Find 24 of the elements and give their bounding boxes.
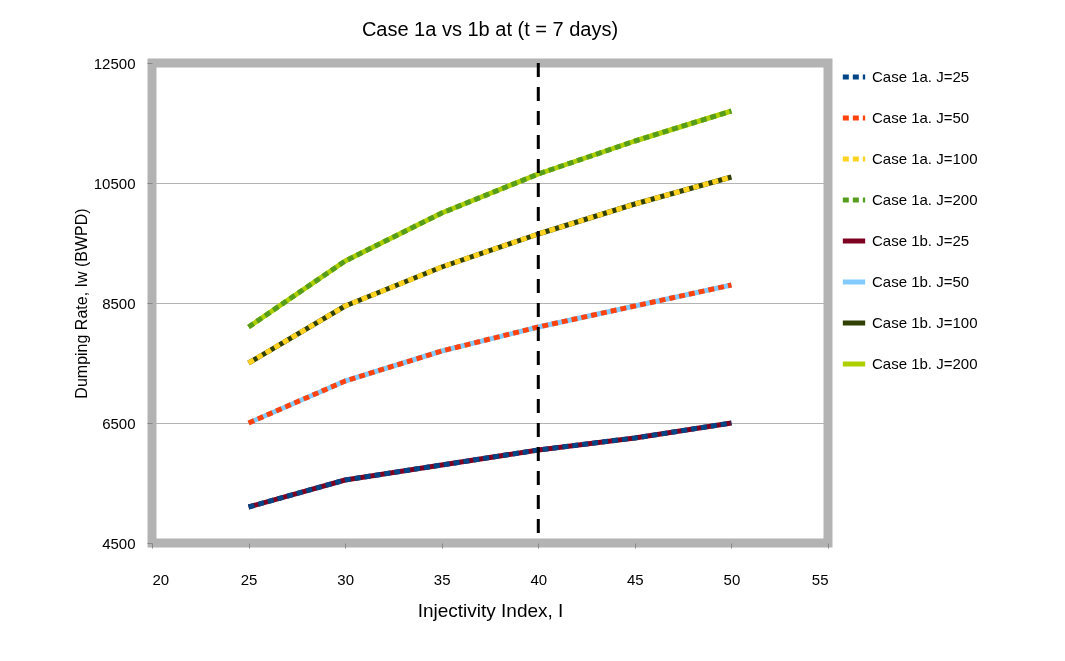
x-tick-label: 55 xyxy=(811,570,829,588)
y-tick-label: 10500 xyxy=(93,174,136,192)
x-tick-label: 45 xyxy=(627,570,644,588)
y-tick-label: 6500 xyxy=(102,414,136,432)
legend-label: Case 1a. J=50 xyxy=(872,109,970,126)
y-tick-label: 8500 xyxy=(102,294,136,312)
legend-label: Case 1b. J=50 xyxy=(872,273,970,290)
y-tick-label: 4500 xyxy=(102,534,136,552)
y-tick-label: 12500 xyxy=(93,54,136,72)
x-tick-label: 30 xyxy=(337,570,354,588)
x-axis-title: Injectivity Index, I xyxy=(417,599,564,621)
y-axis-title: Dumping Rate, Iw (BWPD) xyxy=(72,208,90,399)
legend-label: Case 1a. J=25 xyxy=(872,68,970,85)
x-tick-label: 35 xyxy=(433,570,451,588)
x-tick-label: 25 xyxy=(240,570,258,588)
x-tick-label: 50 xyxy=(723,570,741,588)
x-tick-label: 20 xyxy=(152,570,170,588)
x-tick-label: 40 xyxy=(530,570,548,588)
legend-label: Case 1b. J=100 xyxy=(872,314,978,331)
legend-label: Case 1a. J=100 xyxy=(872,150,978,167)
legend-label: Case 1a. J=200 xyxy=(872,191,978,208)
chart-title: Case 1a vs 1b at (t = 7 days) xyxy=(361,18,619,40)
legend-label: Case 1b. J=25 xyxy=(872,232,970,249)
legend-label: Case 1b. J=200 xyxy=(872,355,978,372)
